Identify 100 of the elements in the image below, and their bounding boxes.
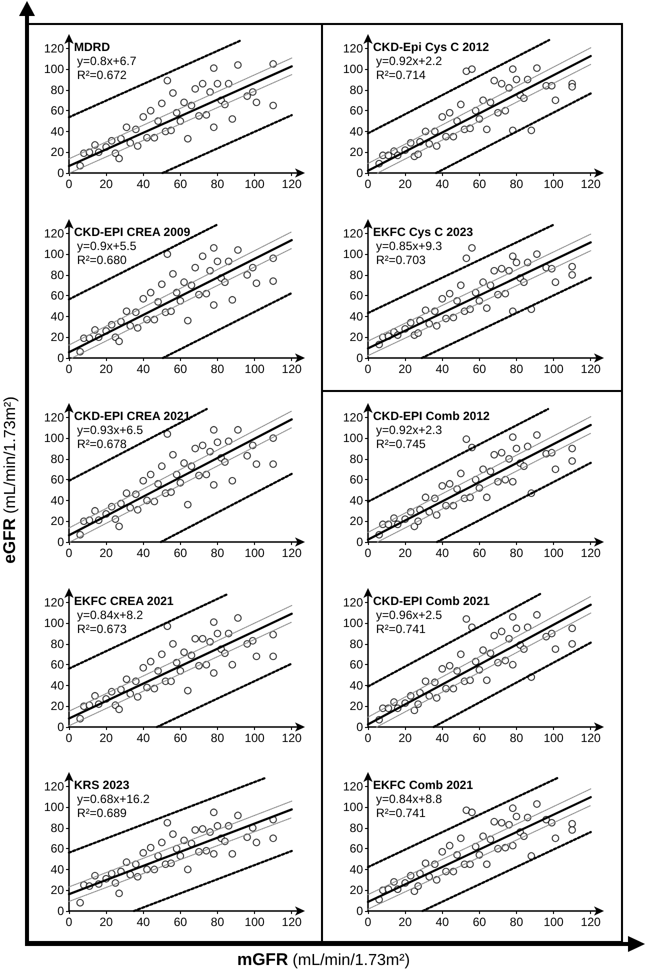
x-tick-label: 40: [436, 915, 450, 929]
x-tick-label: 80: [210, 730, 224, 744]
annotation: R²=0.678: [77, 437, 128, 451]
y-tick-label: 40: [50, 124, 64, 138]
x-tick-label: 0: [364, 362, 372, 376]
chart-title: EKFC Cys C 2023: [373, 224, 474, 238]
annotation: y=0.84x+8.8: [376, 792, 442, 806]
y-tick-label: 40: [350, 308, 364, 323]
x-tick-label: 80: [510, 362, 524, 376]
x-tick-label: 120: [282, 915, 302, 929]
x-tick-label: 40: [136, 915, 150, 929]
y-tick-label: 40: [350, 124, 364, 138]
x-tick-label: 80: [510, 546, 524, 560]
y-tick-label: 40: [350, 678, 364, 692]
x-tick-label: 40: [436, 362, 450, 376]
annotation: y=0.9x+5.5: [77, 238, 137, 252]
y-tick-label: 120: [44, 779, 64, 794]
x-tick-label: 20: [398, 546, 412, 560]
x-tick-label: 120: [580, 915, 602, 929]
y-tick-label: 0: [356, 904, 364, 918]
annotation: R²=0.745: [376, 437, 426, 451]
y-tick-label: 120: [342, 594, 364, 609]
annotation: y=0.96x+2.5: [376, 608, 442, 622]
y-tick-label: 60: [350, 472, 364, 487]
y-tick-label: 60: [350, 288, 364, 302]
y-tick-label: 0: [57, 166, 64, 180]
x-tick-label: 20: [99, 730, 114, 744]
x-tick-label: 80: [210, 915, 224, 929]
y-tick-label: 20: [350, 330, 364, 344]
x-tick-label: 40: [436, 730, 450, 744]
x-tick-label: 60: [472, 362, 486, 376]
annotation: R²=0.703: [376, 252, 426, 266]
y-tick-label: 80: [50, 452, 64, 466]
x-tick-label: 0: [66, 177, 73, 191]
x-tick-label: 40: [136, 546, 150, 560]
annotation: y=0.68x+16.2: [77, 792, 150, 806]
x-tick-label: 0: [364, 730, 372, 744]
x-tick-label: 0: [364, 915, 372, 929]
y-tick-label: 120: [44, 226, 64, 240]
x-tick-label: 60: [174, 177, 188, 191]
x-tick-label: 20: [398, 915, 412, 929]
y-tick-label: 80: [350, 820, 364, 835]
y-tick-label: 120: [342, 41, 364, 56]
x-tick-label: 0: [364, 546, 372, 560]
y-tick-label: 80: [350, 636, 364, 650]
y-tick-label: 20: [50, 698, 64, 713]
y-tick-label: 60: [50, 288, 64, 302]
chart-title: EKFC CREA 2021: [74, 594, 174, 608]
x-tick-label: 60: [174, 362, 188, 376]
x-tick-label: 40: [436, 177, 450, 191]
y-tick-label: 80: [350, 452, 364, 466]
y-tick-label: 0: [356, 720, 364, 734]
x-tick-label: 60: [174, 730, 188, 744]
x-tick-label: 20: [398, 177, 412, 191]
x-tick-label: 40: [436, 546, 450, 560]
annotation: y=0.93x+6.5: [77, 423, 144, 437]
x-tick-label: 120: [282, 177, 302, 191]
y-tick-label: 60: [50, 104, 64, 118]
x-tick-label: 20: [398, 362, 412, 376]
y-tick-label: 0: [57, 904, 64, 918]
x-tick-label: 80: [510, 177, 524, 191]
y-tick-label: 0: [57, 535, 64, 549]
x-tick-label: 120: [580, 730, 602, 744]
x-tick-label: 0: [66, 730, 73, 744]
chart-title: CKD-Epi Cys C 2012: [373, 40, 490, 54]
y-tick-label: 80: [50, 82, 64, 97]
y-tick-label: 20: [50, 883, 64, 898]
y-tick-label: 20: [350, 883, 364, 898]
y-tick-label: 60: [50, 657, 64, 672]
y-tick-label: 0: [356, 350, 364, 364]
y-tick-label: 120: [44, 594, 64, 609]
x-axis-title: mGFR (mL/min/1.73m²): [237, 950, 410, 969]
x-tick-label: 120: [282, 362, 302, 376]
x-tick-label: 100: [244, 362, 265, 376]
y-tick-label: 120: [342, 779, 364, 794]
y-tick-label: 0: [57, 350, 64, 364]
x-tick-label: 100: [244, 546, 265, 560]
x-tick-label: 20: [99, 177, 114, 191]
x-tick-label: 120: [580, 546, 602, 560]
y-tick-label: 20: [350, 145, 364, 160]
x-tick-label: 60: [174, 915, 188, 929]
x-tick-label: 100: [244, 177, 265, 191]
y-tick-label: 20: [350, 514, 364, 528]
annotation: y=0.92x+2.2: [376, 54, 442, 68]
chart-title: CKD-EPI CREA 2021: [74, 409, 191, 423]
y-tick-label: 100: [44, 616, 64, 630]
y-tick-label: 80: [350, 82, 364, 97]
x-tick-label: 40: [136, 730, 150, 744]
y-tick-label: 20: [350, 698, 364, 713]
x-tick-label: 0: [364, 177, 372, 191]
x-tick-label: 80: [210, 546, 224, 560]
y-tick-label: 80: [50, 636, 64, 650]
y-tick-label: 0: [57, 720, 64, 734]
x-tick-label: 120: [282, 546, 302, 560]
annotation: y=0.85x+9.3: [376, 238, 442, 252]
x-tick-label: 120: [580, 177, 602, 191]
x-tick-label: 120: [282, 730, 302, 744]
annotation: R²=0.673: [77, 622, 128, 636]
y-tick-label: 60: [50, 842, 64, 856]
y-tick-label: 100: [342, 616, 364, 630]
